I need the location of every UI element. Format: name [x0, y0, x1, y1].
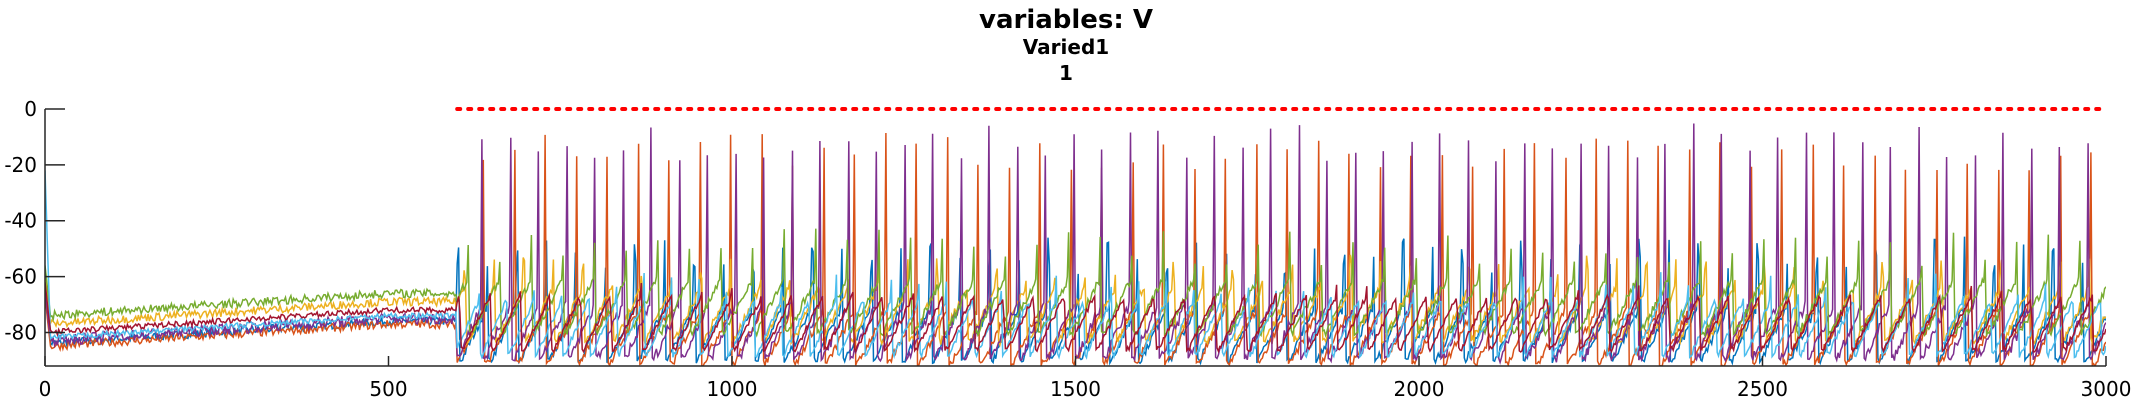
chart-title: variables: V: [979, 5, 1153, 35]
y-tick-label: -60: [4, 265, 37, 289]
x-tick-label: 1000: [707, 377, 758, 400]
y-tick-label: -40: [4, 209, 37, 233]
series-layer: [45, 123, 2106, 366]
y-ticks: 0 -20 -40 -60 -80: [4, 97, 65, 344]
y-tick-label: 0: [24, 97, 37, 121]
series-line-7: [45, 282, 2106, 354]
x-tick-label: 0: [39, 377, 52, 400]
y-tick-label: -80: [4, 320, 37, 344]
x-tick-label: 500: [369, 377, 407, 400]
chart-subtitle-2: 1: [1059, 61, 1073, 85]
x-tick-label: 2000: [1394, 377, 1445, 400]
series-line-5: [45, 228, 2106, 339]
series-line-6: [45, 170, 2106, 360]
x-tick-label: 1500: [1050, 377, 1101, 400]
chart-subtitle: Varied1: [1023, 35, 1109, 59]
y-tick-label: -20: [4, 153, 37, 177]
x-ticks: 0 500 1000 1500 2000 2500 3000: [39, 356, 2132, 400]
x-tick-label: 2500: [1737, 377, 1788, 400]
x-tick-label: 3000: [2081, 377, 2132, 400]
